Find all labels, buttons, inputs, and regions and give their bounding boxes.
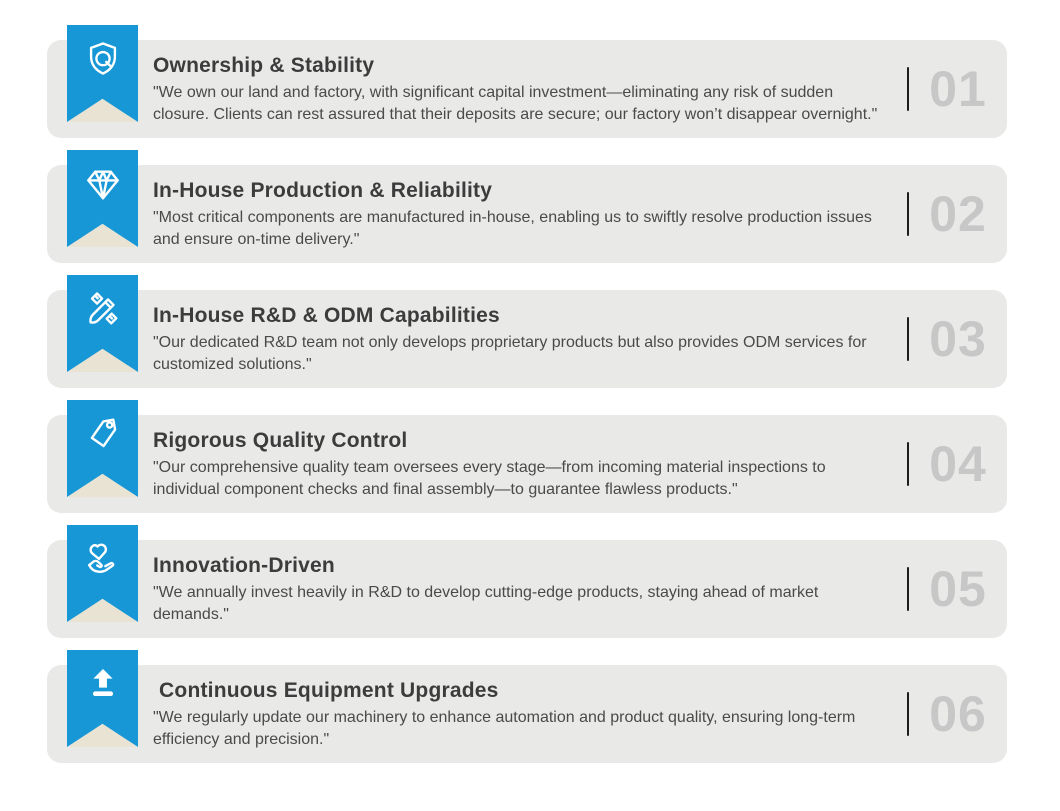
advantage-card: In-House Production & Reliability "Most … (47, 165, 1007, 263)
item-description: "Most critical components are manufactur… (153, 209, 872, 248)
item-number: 05 (929, 561, 987, 617)
advantage-card: Innovation-Driven "We annually invest he… (47, 540, 1007, 638)
item-title: Ownership & Stability (153, 54, 375, 77)
item-title: Rigorous Quality Control (153, 429, 408, 452)
advantage-card: In-House R&D & ODM Capabilities "Our ded… (47, 290, 1007, 388)
ribbon-badge (67, 650, 138, 747)
ribbon-badge (67, 275, 138, 372)
divider-line (907, 442, 909, 486)
divider-line (907, 692, 909, 736)
advantage-card: Ownership & Stability "We own our land a… (47, 40, 1007, 138)
item-title: Continuous Equipment Upgrades (153, 679, 499, 702)
advantage-card: Rigorous Quality Control "Our comprehens… (47, 415, 1007, 513)
upload-arrow-icon (81, 663, 125, 707)
divider-line (907, 317, 909, 361)
card-content: Ownership & Stability "We own our land a… (153, 53, 907, 125)
item-description: "We annually invest heavily in R&D to de… (153, 584, 819, 623)
price-tag-icon (81, 413, 125, 457)
shield-quality-icon (81, 38, 125, 82)
item-description: "Our comprehensive quality team oversees… (153, 459, 826, 498)
card-content: Innovation-Driven "We annually invest he… (153, 553, 907, 625)
item-number: 01 (929, 61, 987, 117)
ribbon-badge (67, 150, 138, 247)
card-content: Continuous Equipment Upgrades "We regula… (153, 678, 907, 750)
item-number: 06 (929, 686, 987, 742)
hands-heart-icon (81, 538, 125, 582)
divider-line (907, 67, 909, 111)
advantage-list: Ownership & Stability "We own our land a… (47, 40, 1007, 790)
item-description: "We regularly update our machinery to en… (153, 709, 856, 748)
diamond-icon (81, 163, 125, 207)
card-content: In-House Production & Reliability "Most … (153, 178, 907, 250)
item-title: In-House R&D & ODM Capabilities (153, 304, 500, 327)
card-content: In-House R&D & ODM Capabilities "Our ded… (153, 303, 907, 375)
item-title: In-House Production & Reliability (153, 179, 493, 202)
advantage-card: Continuous Equipment Upgrades "We regula… (47, 665, 1007, 763)
item-number: 03 (929, 311, 987, 367)
ribbon-badge (67, 25, 138, 122)
divider-line (907, 567, 909, 611)
item-description: "We own our land and factory, with signi… (153, 84, 878, 123)
card-content: Rigorous Quality Control "Our comprehens… (153, 428, 907, 500)
ribbon-badge (67, 525, 138, 622)
pencil-ruler-icon (81, 288, 125, 332)
item-description: "Our dedicated R&D team not only develop… (153, 334, 867, 373)
divider-line (907, 192, 909, 236)
item-title: Innovation-Driven (153, 554, 335, 577)
item-number: 04 (929, 436, 987, 492)
item-number: 02 (929, 186, 987, 242)
ribbon-badge (67, 400, 138, 497)
